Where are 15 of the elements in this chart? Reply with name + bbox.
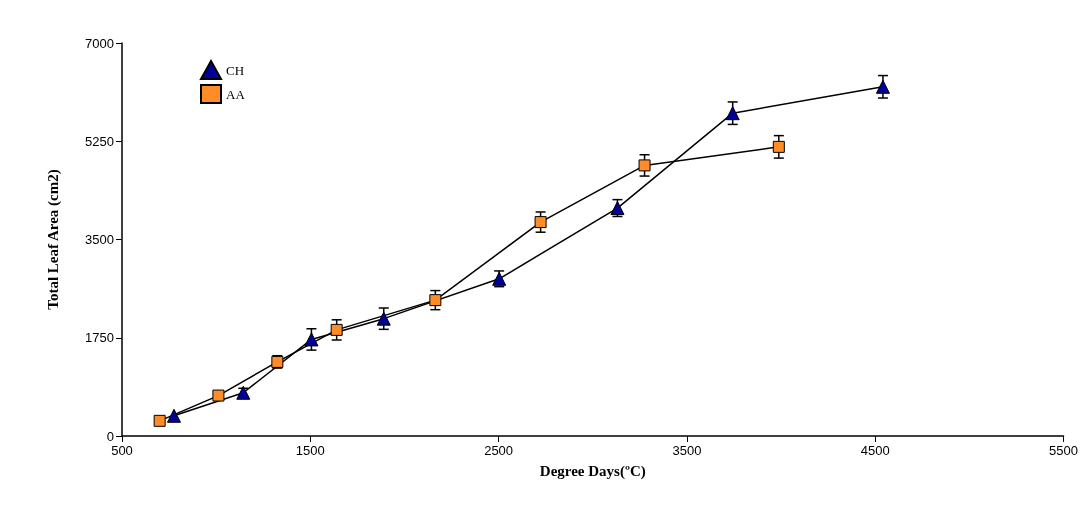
y-tick-label: 7000: [85, 35, 114, 51]
x-tick-label: 3500: [672, 443, 702, 458]
x-tick-label: 5500: [1049, 443, 1078, 458]
y-tick-label: 1750: [85, 330, 114, 346]
x-axis-title: Degree Days(ºC): [539, 462, 646, 480]
x-tick-label: 2500: [484, 443, 514, 458]
y-tick-label: 5250: [85, 133, 114, 149]
y-tick-label: 3500: [85, 232, 114, 247]
y-axis-title: Total Leaf Area (cm2): [44, 169, 62, 310]
legend-label: CH: [226, 62, 245, 78]
legend-label: AA: [226, 86, 246, 102]
x-tick-label: 1500: [295, 443, 325, 458]
y-tick-label: 0: [106, 428, 114, 444]
x-tick-label: 500: [111, 443, 133, 458]
x-tick-label: 4500: [860, 443, 890, 458]
